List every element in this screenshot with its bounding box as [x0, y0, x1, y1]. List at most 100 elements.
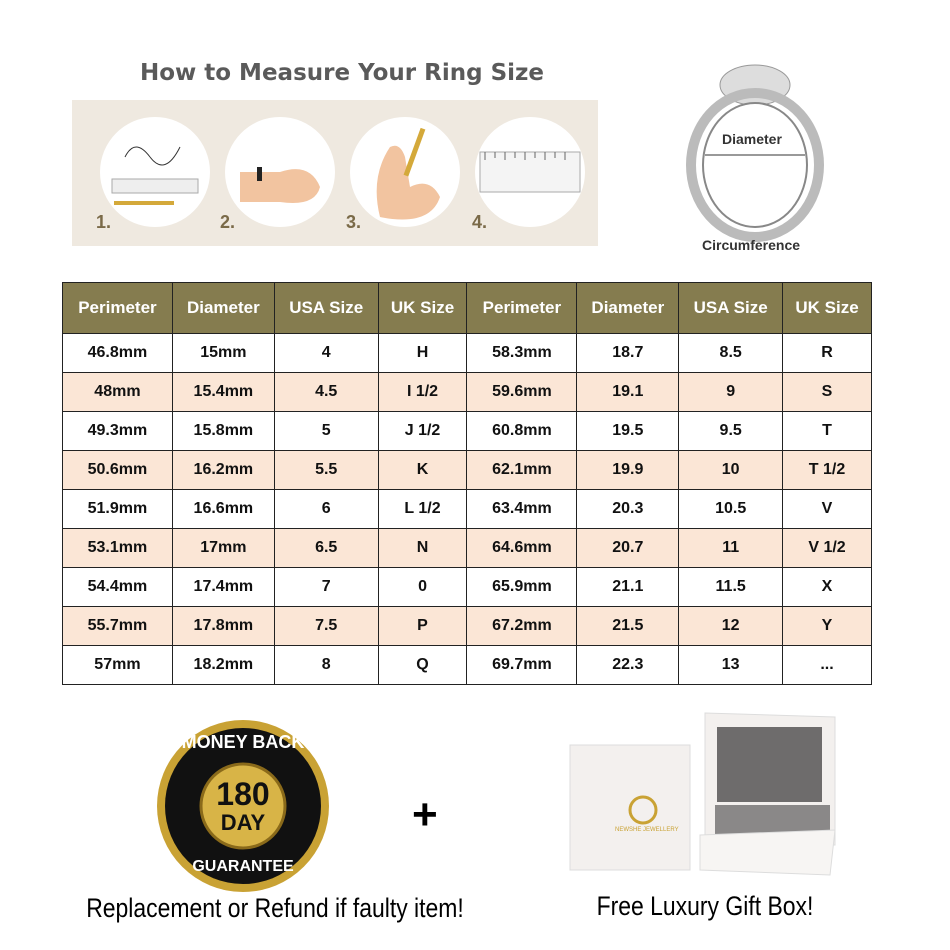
- table-cell: 57mm: [62, 645, 173, 685]
- table-row: 55.7mm 17.8mm 7.5 P 67.2mm 21.5 12 Y: [62, 606, 872, 646]
- table-cell: 64.6mm: [466, 528, 578, 568]
- step-mark-string-image: [350, 117, 460, 227]
- table-cell: 62.1mm: [466, 450, 578, 490]
- table-cell: 16.6mm: [171, 489, 275, 529]
- table-cell: 16.2mm: [171, 450, 275, 490]
- table-cell: 8: [273, 645, 379, 685]
- table-cell: 48mm: [62, 372, 173, 412]
- table-cell: 51.9mm: [62, 489, 173, 529]
- table-cell: 10.5: [678, 489, 784, 529]
- table-row: 54.4mm 17.4mm 7 0 65.9mm 21.1 11.5 X: [62, 567, 872, 607]
- money-back-badge: MONEY BACK 180 DAY GUARANTEE: [155, 718, 331, 894]
- table-cell: 21.5: [576, 606, 680, 646]
- table-cell: 12: [678, 606, 784, 646]
- gift-box-brand: NEWSHE JEWELLERY: [615, 827, 679, 833]
- column-header: USA Size: [273, 282, 379, 334]
- step-label: 1.: [96, 212, 112, 232]
- step-label: 4.: [472, 212, 488, 232]
- table-cell: J 1/2: [377, 411, 468, 451]
- table-cell: 46.8mm: [62, 333, 173, 373]
- column-header: Perimeter: [62, 282, 173, 334]
- table-cell: 4: [273, 333, 379, 373]
- badge-unit: DAY: [220, 810, 266, 835]
- table-cell: 15.8mm: [171, 411, 275, 451]
- table-cell: V 1/2: [782, 528, 872, 568]
- table-cell: 0: [377, 567, 468, 607]
- table-cell: 58.3mm: [466, 333, 578, 373]
- table-cell: N: [377, 528, 468, 568]
- diameter-label: Diameter: [722, 131, 782, 147]
- table-cell: R: [782, 333, 872, 373]
- table-cell: 20.7: [576, 528, 680, 568]
- table-cell: Y: [782, 606, 872, 646]
- table-cell: 11.5: [678, 567, 784, 607]
- column-header: USA Size: [678, 282, 784, 334]
- table-cell: 11: [678, 528, 784, 568]
- ring-size-table: Perimeter Diameter USA Size UK Size Perimete…: [62, 282, 872, 685]
- step-wrap-finger-image: [225, 117, 335, 227]
- table-cell: 17.4mm: [171, 567, 275, 607]
- table-cell: 7: [273, 567, 379, 607]
- table-row: 51.9mm 16.6mm 6 L 1/2 63.4mm 20.3 10.5 V: [62, 489, 872, 529]
- table-cell: 17mm: [171, 528, 275, 568]
- table-cell: V: [782, 489, 872, 529]
- table-cell: 63.4mm: [466, 489, 578, 529]
- step-string-ruler-image: [100, 117, 210, 227]
- table-cell: 5.5: [273, 450, 379, 490]
- table-cell: 19.1: [576, 372, 680, 412]
- table-cell: 6: [273, 489, 379, 529]
- table-cell: I 1/2: [377, 372, 468, 412]
- table-cell: 50.6mm: [62, 450, 173, 490]
- column-header: UK Size: [377, 282, 468, 334]
- table-cell: Q: [377, 645, 468, 685]
- table-cell: 5: [273, 411, 379, 451]
- replacement-caption: Replacement or Refund if faulty item!: [86, 893, 464, 923]
- table-cell: 21.1: [576, 567, 680, 607]
- gift-box-caption: Free Luxury Gift Box!: [596, 891, 814, 921]
- table-cell: 20.3: [576, 489, 680, 529]
- table-row: 49.3mm 15.8mm 5 J 1/2 60.8mm 19.5 9.5 T: [62, 411, 872, 451]
- column-header: Diameter: [576, 282, 680, 334]
- table-cell: 8.5: [678, 333, 784, 373]
- table-cell: H: [377, 333, 468, 373]
- table-cell: 65.9mm: [466, 567, 578, 607]
- table-row: 50.6mm 16.2mm 5.5 K 62.1mm 19.9 10 T 1/2: [62, 450, 872, 490]
- table-cell: 19.9: [576, 450, 680, 490]
- table-cell: 10: [678, 450, 784, 490]
- step-measure-ruler-image: [475, 117, 585, 227]
- table-cell: ...: [782, 645, 872, 685]
- badge-bottom-text: GUARANTEE: [192, 858, 294, 875]
- table-cell: 15.4mm: [171, 372, 275, 412]
- table-cell: 6.5: [273, 528, 379, 568]
- column-header: UK Size: [782, 282, 872, 334]
- table-cell: 19.5: [576, 411, 680, 451]
- table-cell: 67.2mm: [466, 606, 578, 646]
- table-cell: 55.7mm: [62, 606, 173, 646]
- table-cell: L 1/2: [377, 489, 468, 529]
- table-cell: X: [782, 567, 872, 607]
- table-cell: 9.5: [678, 411, 784, 451]
- table-cell: P: [377, 606, 468, 646]
- gift-box-image: NEWSHE JEWELLERY: [565, 705, 850, 885]
- table-cell: 60.8mm: [466, 411, 578, 451]
- table-cell: 13: [678, 645, 784, 685]
- badge-top-text: MONEY BACK: [181, 732, 305, 752]
- table-cell: 17.8mm: [171, 606, 275, 646]
- table-row: 53.1mm 17mm 6.5 N 64.6mm 20.7 11 V 1/2: [62, 528, 872, 568]
- table-cell: 7.5: [273, 606, 379, 646]
- table-row: 48mm 15.4mm 4.5 I 1/2 59.6mm 19.1 9 S: [62, 372, 872, 412]
- ring-diagram: Diameter Circumference: [680, 45, 830, 260]
- table-cell: 9: [678, 372, 784, 412]
- table-cell: 18.2mm: [171, 645, 275, 685]
- step-label: 3.: [346, 212, 362, 232]
- table-cell: 49.3mm: [62, 411, 173, 451]
- table-row: 46.8mm 15mm 4 H 58.3mm 18.7 8.5 R: [62, 333, 872, 373]
- step-label: 2.: [220, 212, 236, 232]
- badge-number: 180: [216, 776, 270, 812]
- table-row: 57mm 18.2mm 8 Q 69.7mm 22.3 13...: [62, 645, 872, 685]
- table-cell: 53.1mm: [62, 528, 173, 568]
- table-cell: 69.7mm: [466, 645, 578, 685]
- measure-title: How to Measure Your Ring Size: [139, 60, 545, 86]
- measure-steps-panel: 1. 2. 3. 4.: [72, 100, 598, 246]
